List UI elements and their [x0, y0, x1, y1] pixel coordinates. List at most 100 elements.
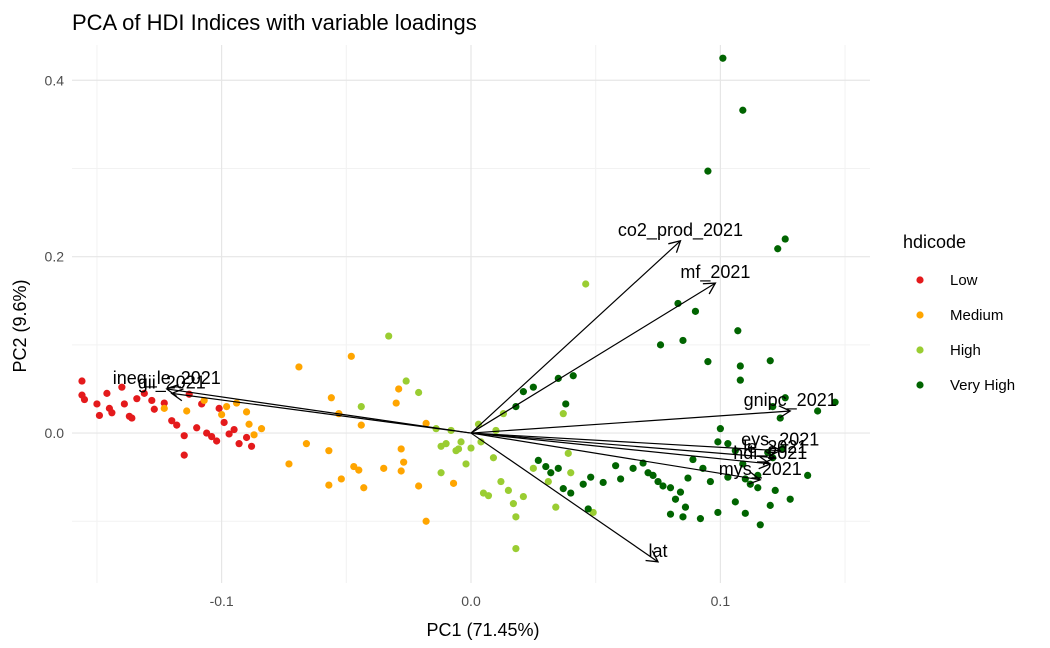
- point-very-high: [714, 438, 722, 446]
- legend-key-high: [916, 346, 924, 354]
- point-medium: [400, 458, 408, 466]
- loading-label-hdi-2021: hdi_2021: [733, 443, 807, 464]
- point-very-high: [666, 484, 675, 492]
- point-medium: [325, 447, 333, 455]
- point-medium: [422, 419, 430, 427]
- point-medium: [380, 464, 388, 472]
- point-very-high: [599, 478, 607, 487]
- point-very-high: [519, 388, 527, 396]
- point-low: [180, 432, 188, 440]
- point-low: [220, 418, 228, 427]
- y-tick-label: 0.2: [45, 249, 65, 265]
- point-low: [93, 400, 101, 408]
- loading-label-mys-2021: mys_2021: [719, 459, 802, 480]
- scatter-points: [78, 54, 839, 553]
- point-high: [442, 440, 450, 448]
- legend-title: hdicode: [903, 232, 966, 252]
- point-low: [140, 389, 148, 397]
- legend-key-medium: [916, 311, 924, 319]
- point-very-high: [754, 484, 762, 492]
- point-high: [467, 444, 475, 452]
- point-high: [402, 377, 410, 385]
- x-tick-label: 0.0: [461, 593, 481, 609]
- point-medium: [242, 408, 251, 416]
- point-high: [509, 500, 517, 508]
- point-very-high: [769, 403, 777, 411]
- loading-label-co2-prod-2021: co2_prod_2021: [618, 220, 743, 241]
- x-tick-label: 0.1: [711, 593, 731, 609]
- point-medium: [245, 420, 253, 428]
- legend: hdicode Low Medium High Very High: [903, 232, 1015, 394]
- point-low: [235, 440, 243, 448]
- x-tick-label: -0.1: [210, 593, 234, 609]
- point-very-high: [736, 376, 744, 384]
- point-very-high: [659, 482, 667, 490]
- point-low: [103, 389, 111, 397]
- x-axis-title: PC1 (71.45%): [426, 620, 539, 640]
- point-medium: [183, 407, 191, 415]
- point-very-high: [617, 475, 625, 483]
- point-medium: [337, 475, 345, 483]
- point-low: [108, 409, 116, 417]
- point-medium: [223, 403, 231, 411]
- point-very-high: [776, 414, 784, 422]
- point-very-high: [689, 455, 697, 464]
- point-very-high: [739, 460, 747, 468]
- point-very-high: [529, 383, 537, 391]
- point-very-high: [612, 462, 620, 470]
- point-very-high: [554, 464, 562, 472]
- point-very-high: [569, 372, 577, 380]
- point-low: [95, 411, 104, 420]
- point-low: [203, 429, 211, 437]
- loading-label-gii-2021: gii_2021: [138, 372, 206, 393]
- tick-labels: -0.1 0.0 0.1 0.0 0.2 0.4: [45, 72, 731, 609]
- point-very-high: [734, 327, 742, 335]
- legend-label-low: Low: [950, 272, 978, 289]
- point-medium: [422, 517, 430, 525]
- loading-label-eys-2021: eys_2021: [741, 430, 819, 451]
- loading-arrow-mys-2021: [470, 432, 762, 485]
- point-very-high: [679, 513, 687, 521]
- point-medium: [392, 399, 400, 407]
- point-very-high: [766, 357, 774, 365]
- legend-key-very-high: [916, 381, 924, 389]
- point-very-high: [746, 480, 754, 488]
- point-high: [492, 426, 500, 435]
- point-low: [208, 432, 216, 441]
- loading-arrow-gii-2021: [170, 388, 472, 434]
- point-high: [484, 492, 493, 500]
- loading-arrow-eys-2021: [470, 432, 782, 457]
- y-tick-label: 0.0: [45, 425, 65, 441]
- point-very-high: [731, 447, 739, 455]
- point-very-high: [781, 394, 789, 402]
- point-low: [80, 395, 89, 404]
- point-low: [215, 404, 223, 412]
- point-very-high: [629, 464, 637, 472]
- point-high: [544, 477, 552, 486]
- point-very-high: [584, 505, 592, 513]
- y-tick-label: 0.4: [45, 72, 65, 88]
- point-high: [477, 438, 485, 446]
- point-high: [497, 477, 505, 486]
- point-very-high: [542, 462, 550, 471]
- point-medium: [397, 445, 405, 453]
- point-very-high: [814, 407, 822, 415]
- point-low: [78, 377, 86, 385]
- point-medium: [360, 484, 368, 492]
- point-low: [180, 451, 188, 459]
- point-medium: [302, 440, 311, 448]
- loading-label-le-2021: le_2021: [743, 437, 807, 458]
- point-very-high: [774, 245, 782, 253]
- loading-label-mf-2021: mf_2021: [680, 262, 750, 283]
- point-very-high: [671, 495, 680, 503]
- point-high: [512, 513, 520, 521]
- point-very-high: [534, 456, 542, 465]
- point-medium: [160, 404, 168, 412]
- point-low: [193, 424, 201, 432]
- point-very-high: [656, 341, 665, 349]
- point-very-high: [756, 521, 764, 529]
- point-very-high: [716, 425, 724, 433]
- point-high: [512, 545, 520, 553]
